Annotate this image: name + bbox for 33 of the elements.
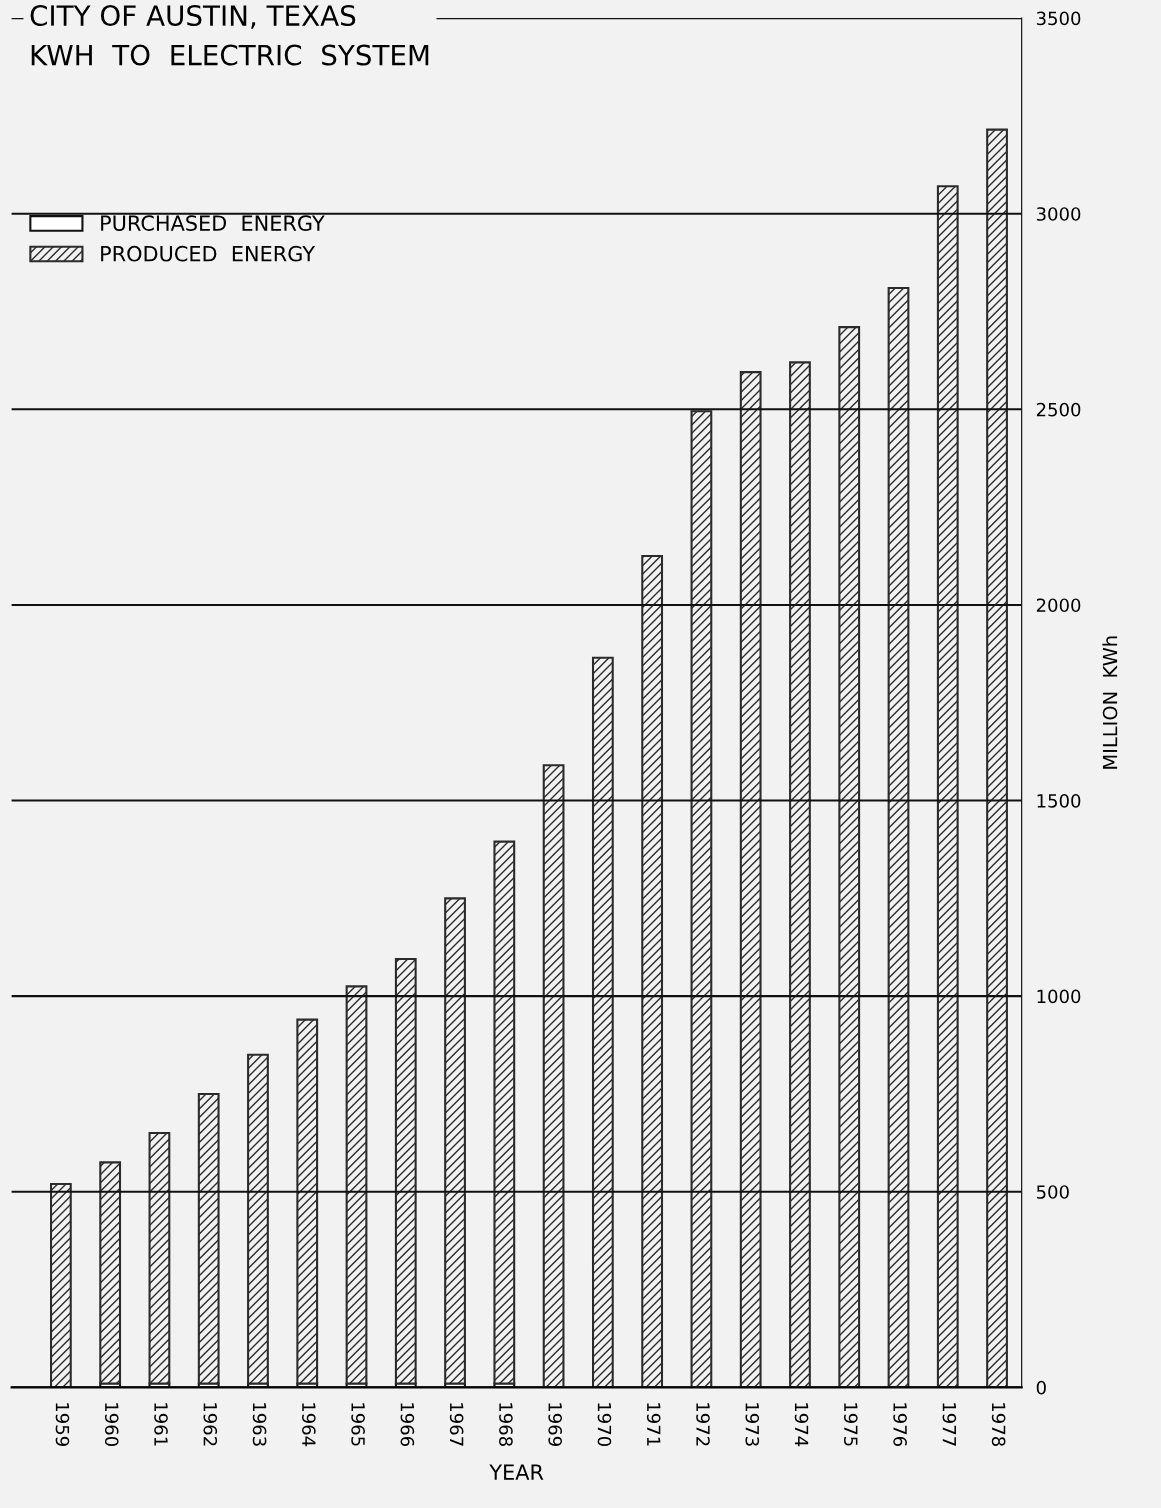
x-tick-label: 1976: [893, 1403, 907, 1447]
x-tick-label: 1972: [696, 1403, 710, 1446]
y-tick-label: 1500: [1037, 793, 1081, 808]
y-tick-label: 2000: [1036, 598, 1081, 613]
x-tick-label: 1967: [449, 1403, 464, 1446]
x-tick-label: 1963: [252, 1403, 267, 1446]
y-tick-label: 1000: [1037, 989, 1081, 1004]
x-tick-label: 1966: [400, 1403, 415, 1447]
x-tick-label: 1974: [794, 1403, 809, 1447]
legend-label: PURCHASED ENERGY: [101, 215, 325, 231]
legend-label: PRODUCED ENERGY: [101, 245, 316, 262]
y-tick-label: 500: [1036, 1185, 1069, 1199]
x-tick-label: 1968: [499, 1403, 513, 1446]
x-tick-label: 1969: [548, 1403, 563, 1446]
y-axis-title: MILLION KWh: [1102, 636, 1118, 769]
x-tick-label: 1962: [203, 1403, 218, 1446]
x-tick-label: 1977: [942, 1403, 957, 1446]
chart-title: CITY OF AUSTIN, TEXAS KWH TO ELECTRIC SYSTEM: [30, 5, 429, 66]
y-tick-label: 3500: [1036, 11, 1081, 26]
x-tick-label: 1978: [991, 1403, 1006, 1446]
x-tick-label: 1964: [302, 1403, 316, 1447]
x-tick-label: 1961: [154, 1403, 168, 1446]
x-tick-label: 1975: [843, 1403, 858, 1446]
x-tick-label: 1965: [351, 1403, 365, 1446]
x-tick-label: 1973: [745, 1403, 760, 1446]
y-tick-label: 2500: [1036, 402, 1081, 417]
y-tick-label: 3000: [1036, 207, 1081, 221]
x-tick-label: 1971: [646, 1403, 661, 1446]
x-tick-label: 1959: [55, 1403, 70, 1446]
x-axis-title: YEAR: [489, 1464, 544, 1480]
x-tick-label: 1970: [597, 1403, 612, 1446]
x-tick-label: 1960: [104, 1403, 119, 1446]
y-tick-label: 0: [1036, 1380, 1046, 1395]
